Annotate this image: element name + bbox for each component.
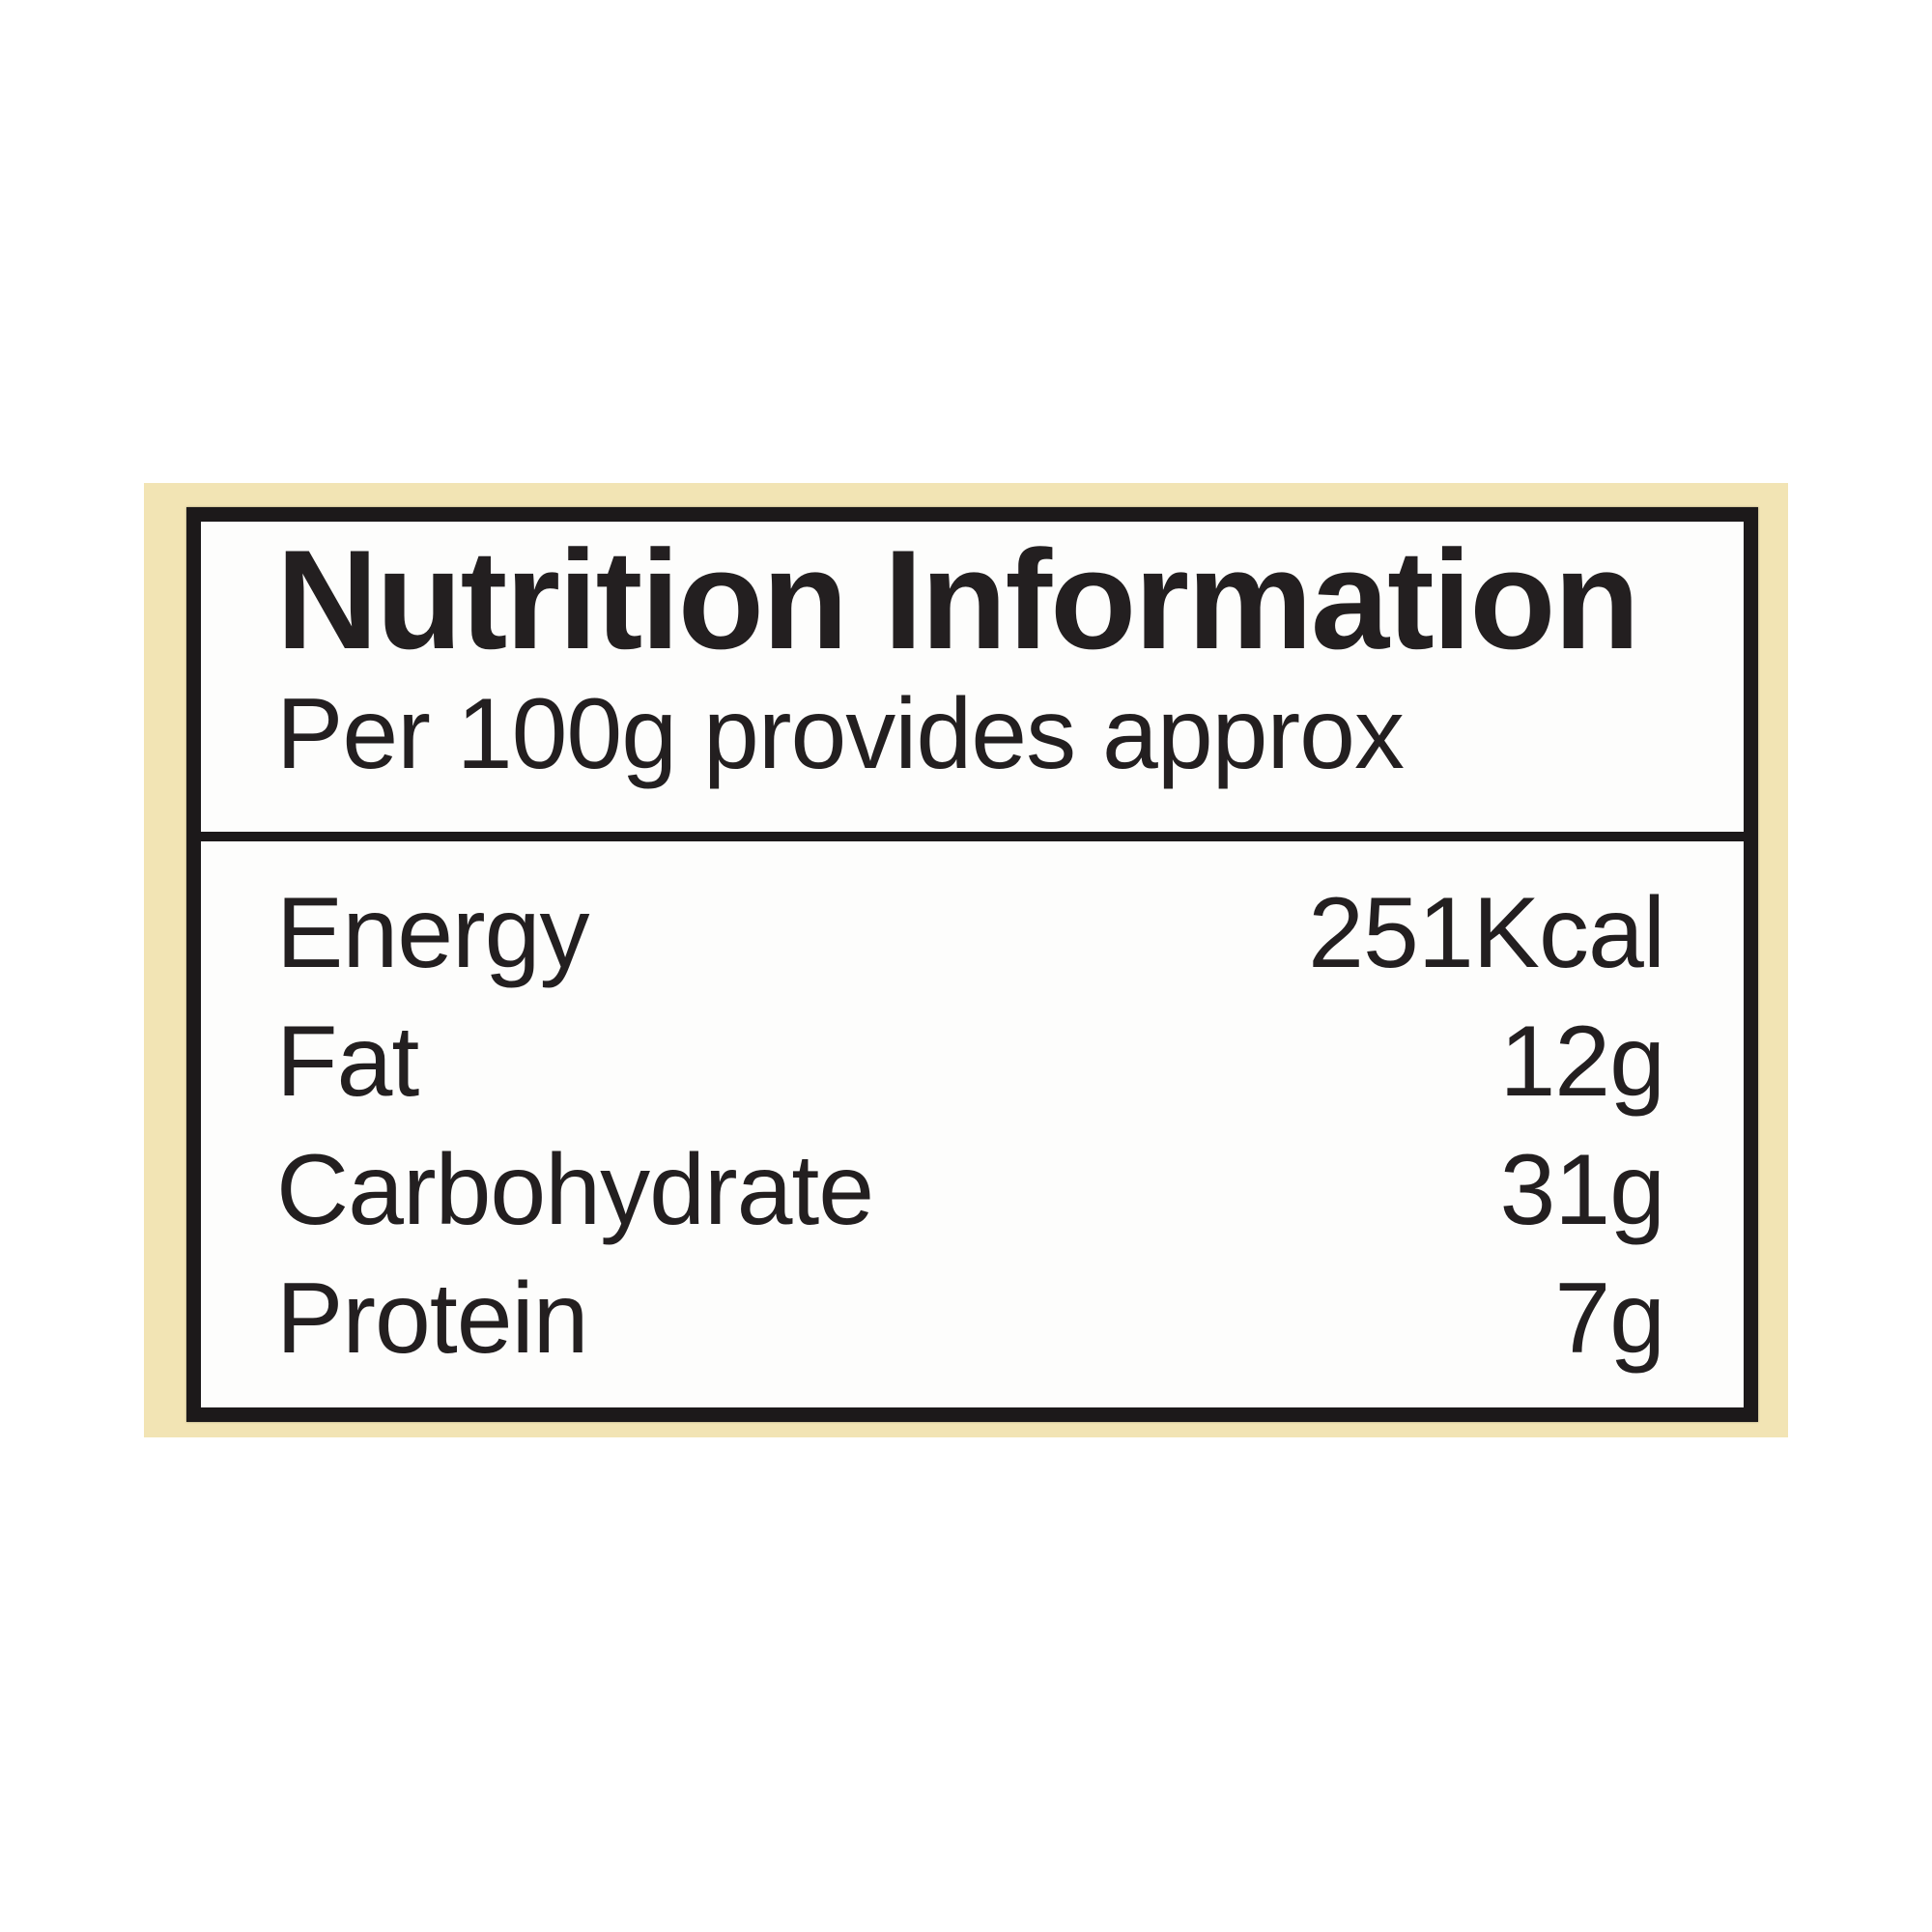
nutrient-value: 251Kcal [1308, 877, 1665, 989]
nutrient-name: Fat [276, 1006, 419, 1118]
nutrient-row-energy: Energy 251Kcal [201, 869, 1744, 998]
nutrient-name: Protein [276, 1263, 589, 1375]
nutrient-value: 7g [1554, 1263, 1665, 1375]
nutrient-name: Energy [276, 877, 590, 989]
nutrition-panel-inner: Nutrition Information Per 100g provides … [201, 522, 1744, 1407]
serving-info: Per 100g provides approx [276, 678, 1405, 790]
nutrient-row-protein: Protein 7g [201, 1255, 1744, 1383]
nutrient-row-carbohydrate: Carbohydrate 31g [201, 1126, 1744, 1255]
header-divider [201, 832, 1744, 841]
nutrient-value: 31g [1499, 1134, 1665, 1246]
nutrient-table: Energy 251Kcal Fat 12g Carbohydrate 31g … [201, 869, 1744, 1383]
nutrient-value: 12g [1499, 1006, 1665, 1118]
nutrition-title: Nutrition Information [276, 521, 1640, 678]
nutrition-panel: Nutrition Information Per 100g provides … [186, 507, 1758, 1422]
nutrient-name: Carbohydrate [276, 1134, 874, 1246]
nutrient-row-fat: Fat 12g [201, 998, 1744, 1126]
